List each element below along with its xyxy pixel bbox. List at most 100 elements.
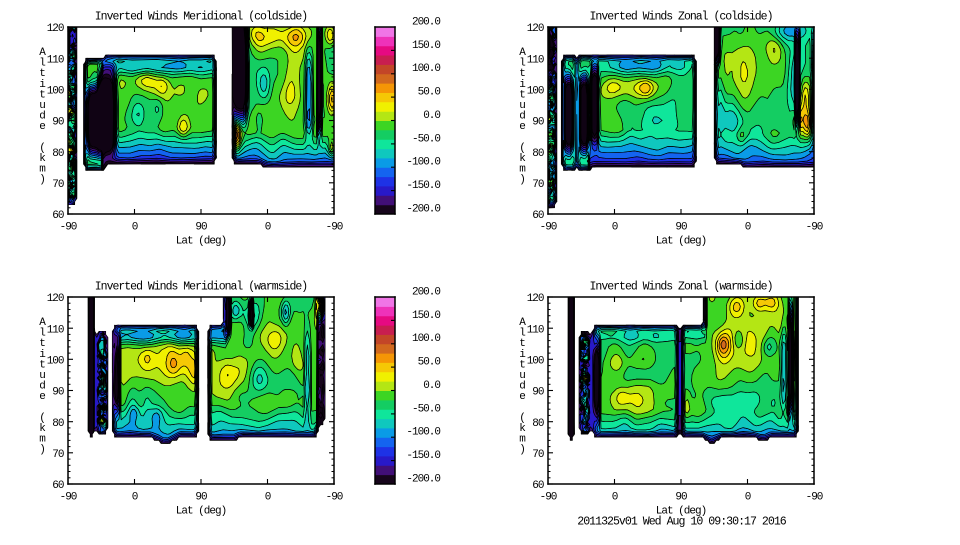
svg-text:-90: -90 (806, 222, 823, 234)
svg-text:-150.0: -150.0 (406, 180, 440, 192)
svg-text:60: 60 (532, 210, 544, 222)
svg-text:-200.0: -200.0 (406, 473, 440, 485)
svg-text:-50.0: -50.0 (412, 133, 440, 145)
svg-text:u: u (519, 370, 525, 382)
svg-text:2011325v01 Wed Aug 10 09:30:17: 2011325v01 Wed Aug 10 09:30:17 2016 (577, 516, 787, 529)
svg-text:Inverted Winds Meridional (col: Inverted Winds Meridional (coldside) (95, 11, 307, 24)
svg-text:-90: -90 (326, 222, 343, 234)
svg-text:0: 0 (265, 492, 271, 504)
svg-text:k: k (39, 423, 46, 435)
svg-text:): ) (39, 174, 45, 186)
svg-text:90: 90 (195, 222, 207, 234)
svg-text:Inverted Winds Meridional (war: Inverted Winds Meridional (warmside) (95, 281, 307, 294)
svg-text:d: d (39, 381, 45, 393)
svg-text:0: 0 (265, 222, 271, 234)
svg-text:i: i (39, 349, 46, 361)
svg-text:t: t (39, 338, 45, 350)
svg-text:u: u (39, 370, 45, 382)
svg-text:Lat (deg): Lat (deg) (656, 506, 706, 518)
svg-text:(: ( (519, 412, 525, 424)
svg-text:90: 90 (52, 117, 64, 129)
svg-text:0: 0 (132, 492, 138, 504)
svg-text:): ) (519, 174, 525, 186)
svg-text:t: t (519, 89, 525, 101)
svg-text:0.0: 0.0 (423, 110, 440, 122)
svg-text:90: 90 (675, 492, 687, 504)
svg-text:(: ( (39, 412, 45, 424)
svg-text:-100.0: -100.0 (406, 157, 440, 169)
svg-text:d: d (519, 111, 525, 123)
svg-text:70: 70 (52, 449, 64, 461)
svg-text:110: 110 (47, 324, 64, 336)
svg-text:70: 70 (532, 449, 544, 461)
svg-text:(: ( (39, 142, 45, 154)
svg-text:60: 60 (52, 480, 64, 492)
svg-text:e: e (39, 391, 45, 403)
svg-text:k: k (39, 153, 46, 165)
svg-text:-90: -90 (60, 492, 77, 504)
svg-text:110: 110 (527, 324, 544, 336)
svg-text:120: 120 (47, 293, 64, 305)
svg-text:t: t (519, 359, 525, 371)
svg-text:70: 70 (532, 179, 544, 191)
svg-text:A: A (519, 317, 526, 329)
svg-text:0: 0 (132, 222, 138, 234)
svg-text:120: 120 (527, 293, 544, 305)
svg-text:t: t (39, 89, 45, 101)
svg-text:-100.0: -100.0 (406, 427, 440, 439)
svg-text:-90: -90 (326, 492, 343, 504)
svg-text:80: 80 (52, 418, 64, 430)
svg-text:0: 0 (612, 492, 618, 504)
svg-text:-90: -90 (806, 492, 823, 504)
svg-text:0: 0 (745, 492, 751, 504)
svg-text:Inverted Winds Zonal (coldside: Inverted Winds Zonal (coldside) (590, 11, 773, 24)
svg-text:120: 120 (47, 23, 64, 35)
svg-text:Lat (deg): Lat (deg) (176, 506, 226, 518)
svg-text:100: 100 (47, 356, 64, 368)
svg-text:l: l (519, 58, 525, 70)
svg-text:i: i (519, 79, 526, 91)
svg-text:-200.0: -200.0 (406, 203, 440, 215)
svg-text:u: u (519, 100, 525, 112)
svg-text:-90: -90 (60, 222, 77, 234)
svg-text:Lat (deg): Lat (deg) (656, 236, 706, 248)
svg-text:m: m (519, 434, 526, 446)
svg-text:i: i (39, 79, 46, 91)
svg-text:-150.0: -150.0 (406, 450, 440, 462)
svg-text:d: d (39, 111, 45, 123)
svg-text:t: t (39, 68, 45, 80)
svg-text:k: k (519, 153, 526, 165)
svg-text:90: 90 (532, 387, 544, 399)
svg-text:150.0: 150.0 (412, 40, 440, 52)
svg-text:t: t (39, 359, 45, 371)
svg-text:0.0: 0.0 (423, 380, 440, 392)
svg-text:A: A (519, 47, 526, 59)
svg-text:200.0: 200.0 (412, 16, 440, 28)
svg-text:90: 90 (195, 492, 207, 504)
svg-text:100: 100 (527, 356, 544, 368)
svg-text:70: 70 (52, 179, 64, 191)
svg-text:A: A (39, 47, 46, 59)
svg-text:200.0: 200.0 (412, 286, 440, 298)
svg-text:Lat (deg): Lat (deg) (176, 236, 226, 248)
svg-text:80: 80 (532, 148, 544, 160)
svg-text:100.0: 100.0 (412, 333, 440, 345)
svg-text:-90: -90 (540, 492, 557, 504)
svg-text:): ) (519, 444, 525, 456)
svg-text:0: 0 (745, 222, 751, 234)
svg-text:l: l (39, 328, 45, 340)
svg-text:m: m (39, 164, 46, 176)
svg-text:100: 100 (527, 86, 544, 98)
svg-text:l: l (519, 328, 525, 340)
svg-text:Inverted Winds Zonal (warmside: Inverted Winds Zonal (warmside) (590, 281, 773, 294)
svg-text:50.0: 50.0 (418, 87, 441, 99)
svg-text:110: 110 (47, 54, 64, 66)
svg-text:(: ( (519, 142, 525, 154)
svg-text:60: 60 (52, 210, 64, 222)
svg-text:m: m (39, 434, 46, 446)
svg-text:e: e (519, 121, 525, 133)
svg-text:120: 120 (527, 23, 544, 35)
svg-text:t: t (519, 68, 525, 80)
svg-text:u: u (39, 100, 45, 112)
svg-text:60: 60 (532, 480, 544, 492)
